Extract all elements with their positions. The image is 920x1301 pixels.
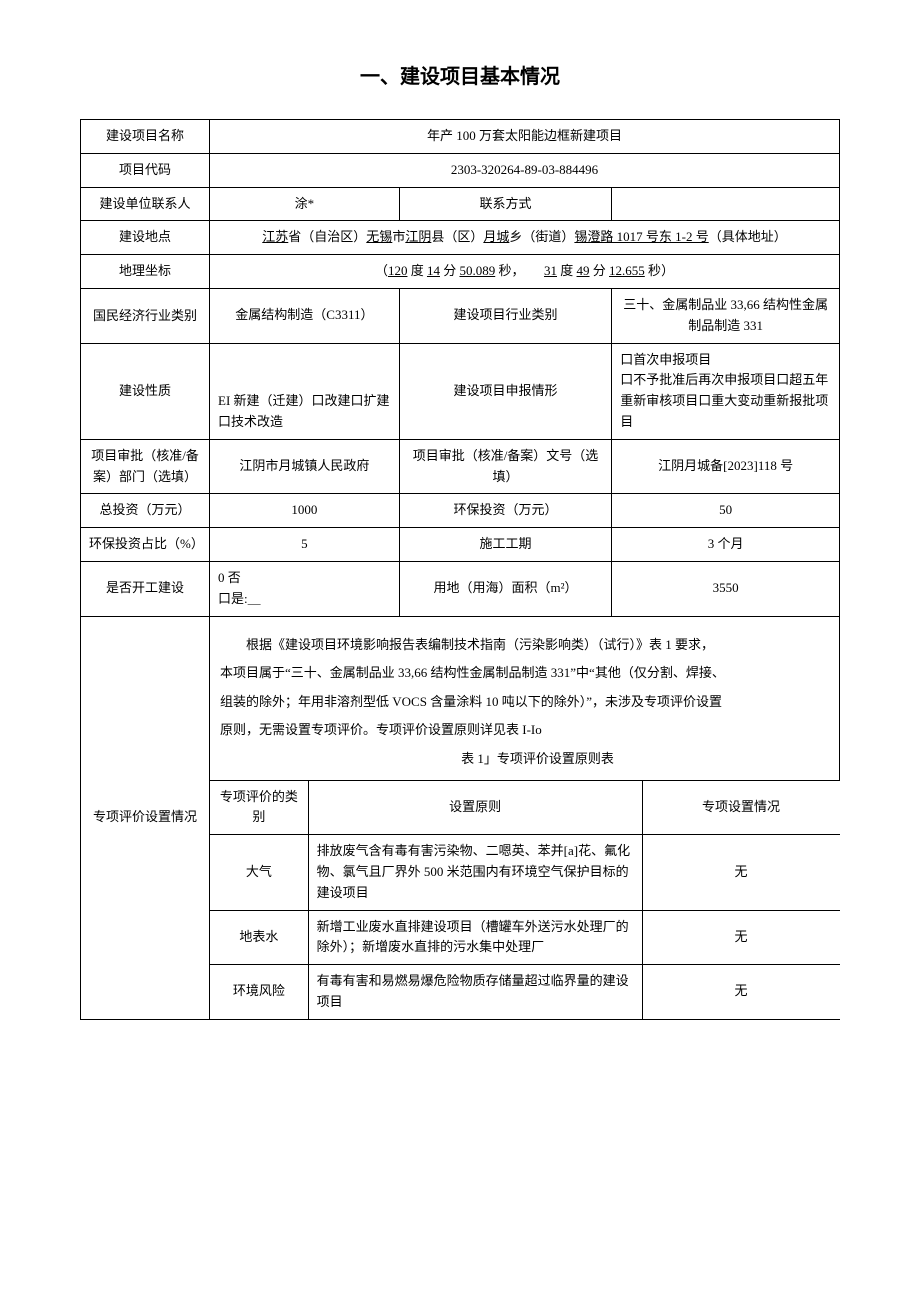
intro-line-1: 根据《建设项目环境影响报告表编制技术指南（污染影响类）（试行）》表 1 要求， <box>220 631 829 660</box>
label-declare: 建设项目申报情形 <box>399 343 612 439</box>
value-industry: 金属结构制造（C3311） <box>210 288 400 343</box>
label-contact: 建设单位联系人 <box>81 187 210 221</box>
table-row: 总投资（万元） 1000 环保投资（万元） 50 <box>81 494 840 528</box>
set-1: 无 <box>642 910 839 965</box>
lon-s: 50.089 <box>459 263 495 278</box>
lon-m: 14 <box>427 263 440 278</box>
label-phone: 联系方式 <box>399 187 612 221</box>
set-0: 无 <box>642 835 839 910</box>
cat-0: 大气 <box>210 835 309 910</box>
rule-1: 新增工业废水直排建设项目（槽罐车外送污水处理厂的除外）；新增废水直排的污水集中处… <box>308 910 642 965</box>
value-project-name: 年产 100 万套太阳能边框新建项目 <box>210 120 840 154</box>
label-started: 是否开工建设 <box>81 561 210 616</box>
col-set: 专项设置情况 <box>642 780 839 835</box>
label-industry: 国民经济行业类别 <box>81 288 210 343</box>
value-declare: 口首次申报项目 口不予批准后再次申报项目口超五年重新审核项目口重大变动重新报批项… <box>612 343 840 439</box>
lon-d: 120 <box>388 263 408 278</box>
label-env-ratio: 环保投资占比（%） <box>81 528 210 562</box>
cat-2: 环境风险 <box>210 965 309 1020</box>
value-env-invest: 50 <box>612 494 840 528</box>
started-no: 0 否 <box>218 570 241 585</box>
label-project-code: 项目代码 <box>81 153 210 187</box>
rule-0: 排放废气含有毒有害污染物、二嗯英、苯并[a]花、氟化物、氯气且厂界外 500 米… <box>308 835 642 910</box>
addr-city: 无锡 <box>366 229 392 244</box>
label-special-eval: 专项评价设置情况 <box>81 616 210 1019</box>
addr-p3: 县（区） <box>431 229 483 244</box>
table-row: 项目代码 2303-320264-89-03-884496 <box>81 153 840 187</box>
value-contact: 涂* <box>210 187 400 221</box>
value-coords: （120 度 14 分 50.089 秒， 31 度 49 分 12.655 秒… <box>210 255 840 289</box>
addr-p2: 市 <box>392 229 405 244</box>
table-row: 建设性质 EI 新建（迁建）口改建口扩建口技术改造 建设项目申报情形 口首次申报… <box>81 343 840 439</box>
value-env-ratio: 5 <box>210 528 400 562</box>
intro-line-4: 原则，无需设置专项评价。专项评价设置原则详见表 I-Io <box>220 716 829 745</box>
label-proj-industry: 建设项目行业类别 <box>399 288 612 343</box>
lat-s: 12.655 <box>609 263 645 278</box>
intro-line-3: 组装的除外；年用非溶剂型低 VOCS 含量涂料 10 吨以下的除外）”，未涉及专… <box>220 688 829 717</box>
label-coords: 地理坐标 <box>81 255 210 289</box>
label-approval-dept: 项目审批（核准/备案）部门（选填） <box>81 439 210 494</box>
label-address: 建设地点 <box>81 221 210 255</box>
value-proj-industry: 三十、金属制品业 33,66 结构性金属制品制造 331 <box>612 288 840 343</box>
addr-town: 月城 <box>483 229 509 244</box>
page-title: 一、建设项目基本情况 <box>80 60 840 89</box>
label-project-name: 建设项目名称 <box>81 120 210 154</box>
table-row: 国民经济行业类别 金属结构制造（C3311） 建设项目行业类别 三十、金属制品业… <box>81 288 840 343</box>
addr-p1: 省（自治区） <box>288 229 366 244</box>
main-table: 建设项目名称 年产 100 万套太阳能边框新建项目 项目代码 2303-3202… <box>80 119 840 1020</box>
set-2: 无 <box>642 965 839 1020</box>
cat-1: 地表水 <box>210 910 309 965</box>
label-approval-no: 项目审批（核准/备案）文号（选填） <box>399 439 612 494</box>
table-row: 建设单位联系人 涂* 联系方式 <box>81 187 840 221</box>
addr-road: 锡澄路 1017 号东 1-2 号 <box>574 229 708 244</box>
col-rule: 设置原则 <box>308 780 642 835</box>
col-category: 专项评价的类别 <box>210 780 309 835</box>
table-row: 建设地点 江苏省（自治区）无锡市江阴县（区）月城乡（街道）锡澄路 1017 号东… <box>81 221 840 255</box>
deg2: 度 <box>560 263 573 278</box>
min1: 分 <box>443 263 456 278</box>
lat-m: 49 <box>577 263 590 278</box>
min2: 分 <box>593 263 606 278</box>
value-build-nature: EI 新建（迁建）口改建口扩建口技术改造 <box>210 343 400 439</box>
lat-d: 31 <box>544 263 557 278</box>
value-approval-dept: 江阴市月城镇人民政府 <box>210 439 400 494</box>
table-row: 建设项目名称 年产 100 万套太阳能边框新建项目 <box>81 120 840 154</box>
special-intro: 根据《建设项目环境影响报告表编制技术指南（污染影响类）（试行）》表 1 要求， … <box>210 616 840 780</box>
value-area: 3550 <box>612 561 840 616</box>
value-address: 江苏省（自治区）无锡市江阴县（区）月城乡（街道）锡澄路 1017 号东 1-2 … <box>210 221 840 255</box>
table-row-special: 专项评价设置情况 根据《建设项目环境影响报告表编制技术指南（污染影响类）（试行）… <box>81 616 840 780</box>
sec1: 秒 <box>498 263 511 278</box>
table-row: 环保投资占比（%） 5 施工工期 3 个月 <box>81 528 840 562</box>
value-duration: 3 个月 <box>612 528 840 562</box>
label-env-invest: 环保投资（万元） <box>399 494 612 528</box>
table-row: 是否开工建设 0 否 口是:＿ 用地（用海）面积（m²） 3550 <box>81 561 840 616</box>
deg1: 度 <box>411 263 424 278</box>
inner-table-title: 表 1」专项评价设置原则表 <box>220 745 829 774</box>
label-duration: 施工工期 <box>399 528 612 562</box>
label-area: 用地（用海）面积（m²） <box>399 561 612 616</box>
intro-line-2: 本项目属于“三十、金属制品业 33,66 结构性金属制品制造 331”中“其他（… <box>220 659 829 688</box>
table-row: 项目审批（核准/备案）部门（选填） 江阴市月城镇人民政府 项目审批（核准/备案）… <box>81 439 840 494</box>
addr-p5: （具体地址） <box>709 229 787 244</box>
label-build-nature: 建设性质 <box>81 343 210 439</box>
addr-county: 江阴 <box>405 229 431 244</box>
addr-p4: 乡（街道） <box>509 229 574 244</box>
table-row: 地理坐标 （120 度 14 分 50.089 秒， 31 度 49 分 12.… <box>81 255 840 289</box>
value-approval-no: 江阴月城备[2023]118 号 <box>612 439 840 494</box>
value-phone <box>612 187 840 221</box>
value-project-code: 2303-320264-89-03-884496 <box>210 153 840 187</box>
addr-province: 江苏 <box>262 229 288 244</box>
value-total-invest: 1000 <box>210 494 400 528</box>
rule-2: 有毒有害和易燃易爆危险物质存储量超过临界量的建设项目 <box>308 965 642 1020</box>
started-yes: 口是:＿ <box>218 591 261 606</box>
sec2: 秒 <box>648 263 661 278</box>
label-total-invest: 总投资（万元） <box>81 494 210 528</box>
value-started: 0 否 口是:＿ <box>210 561 400 616</box>
